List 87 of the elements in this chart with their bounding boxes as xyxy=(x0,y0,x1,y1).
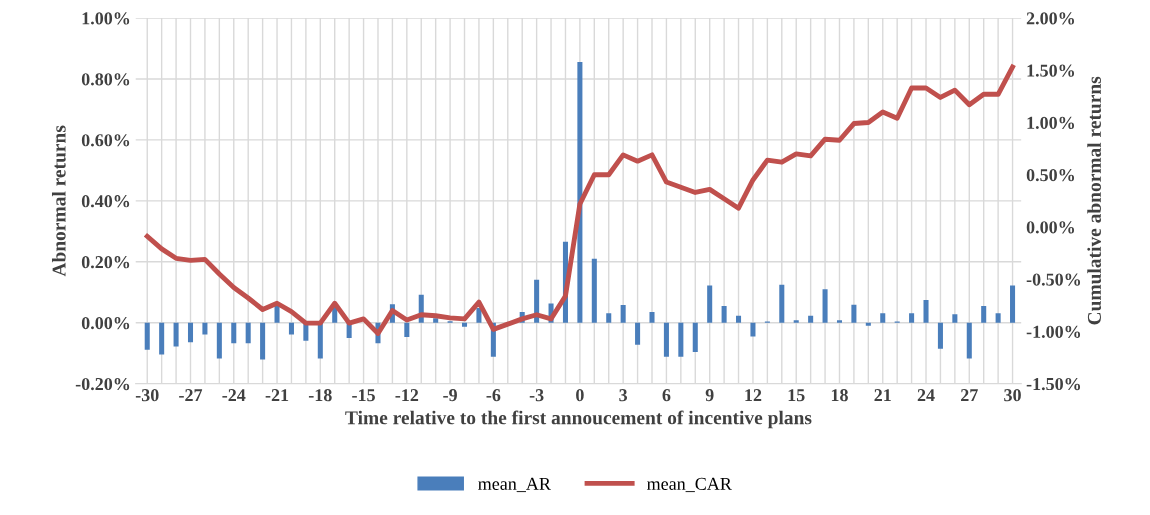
y2-tick-label: 1.50% xyxy=(1027,64,1075,77)
bar xyxy=(202,322,208,335)
bar xyxy=(577,61,583,323)
bar xyxy=(923,299,929,323)
bar xyxy=(620,305,626,323)
bar xyxy=(159,322,165,355)
x-tick-label: 18 xyxy=(831,389,848,402)
x-tick-label: 0 xyxy=(576,389,584,402)
y-tick-label: 0.80% xyxy=(81,73,130,86)
x-tick-label: -27 xyxy=(179,389,203,402)
bar xyxy=(187,322,194,343)
x-tick-label: 30 xyxy=(1004,389,1021,402)
bar xyxy=(750,322,756,337)
x-tick-label: -18 xyxy=(308,389,332,402)
bar xyxy=(880,313,886,323)
y2-tick-label: 0.50% xyxy=(1026,168,1075,182)
x-tick-label: 12 xyxy=(745,389,762,402)
line-series xyxy=(144,64,1015,336)
bar xyxy=(606,313,612,323)
bar xyxy=(245,322,251,344)
x-tick-label: 3 xyxy=(619,389,628,402)
y-tick-label: 0.20% xyxy=(81,256,130,269)
bar xyxy=(779,284,785,323)
bar xyxy=(231,322,237,344)
bar xyxy=(216,322,222,359)
x-axis-title: Time relative to the first annoucement of incentive plans xyxy=(345,410,812,429)
bar xyxy=(851,304,857,323)
x-tick-label: -6 xyxy=(486,389,501,402)
bar xyxy=(173,322,179,347)
bar xyxy=(995,313,1001,323)
bar xyxy=(909,313,915,323)
bar xyxy=(476,308,482,323)
x-tick-label: 21 xyxy=(874,389,891,402)
bar xyxy=(952,314,958,323)
bar xyxy=(144,322,150,350)
bar xyxy=(836,320,843,323)
bar xyxy=(707,285,713,323)
y2-tick-label: -0.50% xyxy=(1026,273,1081,286)
bar xyxy=(736,315,742,323)
y-tick-label: 1.00% xyxy=(82,12,130,25)
x-tick-label: 15 xyxy=(788,389,805,402)
x-tick-label: 27 xyxy=(961,389,978,402)
bar xyxy=(808,315,814,323)
bar xyxy=(404,322,410,338)
bar xyxy=(793,320,799,323)
x-tick-label: -3 xyxy=(529,389,544,402)
y-tick-label: -0.20% xyxy=(75,377,130,391)
bar xyxy=(822,289,828,323)
y-tick-label: 0.00% xyxy=(81,316,130,330)
y-tick-label: 0.40% xyxy=(81,195,130,208)
x-tick-label: 9 xyxy=(705,389,714,402)
bar xyxy=(288,322,294,335)
x-tick-label: -30 xyxy=(135,389,159,402)
y2-tick-label: -1.50% xyxy=(1026,377,1081,391)
bar xyxy=(260,322,266,360)
bar xyxy=(461,322,468,327)
bar xyxy=(966,322,972,359)
x-tick-label: -24 xyxy=(222,389,246,402)
bar xyxy=(649,312,655,323)
x-tick-label: -9 xyxy=(443,389,457,402)
bar xyxy=(274,305,280,323)
bar xyxy=(663,322,669,357)
bar xyxy=(433,318,439,323)
x-tick-label: -12 xyxy=(395,389,419,402)
x-tick-label: 24 xyxy=(917,389,935,402)
x-tick-label: 6 xyxy=(662,389,671,402)
y2-tick-label: -1.00% xyxy=(1026,325,1081,338)
y2-axis-title: Cumulative abnormal returns xyxy=(1087,76,1102,325)
bar xyxy=(678,322,684,357)
y2-tick-label: 2.00% xyxy=(1026,12,1075,25)
bar xyxy=(937,322,943,349)
y-axis-title: Abnormal returns xyxy=(51,125,66,277)
y2-tick-label: 0.00% xyxy=(1026,221,1075,234)
bar xyxy=(721,305,727,323)
bar xyxy=(317,322,323,359)
legend-label: mean_AR xyxy=(478,477,551,493)
x-tick-label: -15 xyxy=(352,389,375,402)
y2-tick-label: 1.00% xyxy=(1027,116,1075,130)
bar xyxy=(635,322,641,345)
bar xyxy=(981,305,987,323)
bar xyxy=(692,322,698,352)
bar xyxy=(865,322,871,326)
x-tick-label: -21 xyxy=(265,389,289,402)
y-tick-label: 0.60% xyxy=(81,134,130,147)
legend-label: mean_CAR xyxy=(647,477,732,493)
bar xyxy=(1010,285,1016,323)
bar xyxy=(591,258,597,323)
